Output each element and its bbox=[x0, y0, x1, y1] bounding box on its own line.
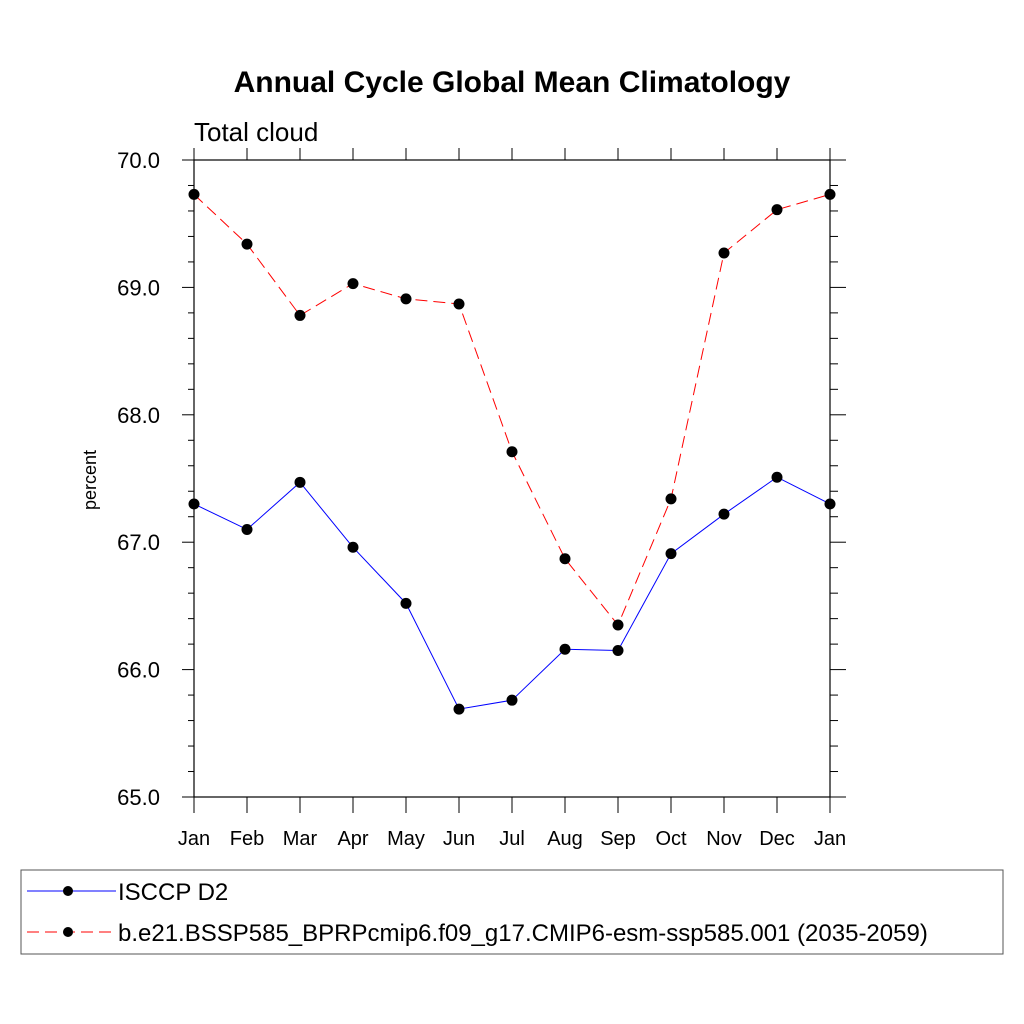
series-1-point bbox=[453, 298, 465, 310]
series-0-point bbox=[612, 644, 624, 656]
series-1-point bbox=[559, 553, 571, 565]
series-0-point bbox=[718, 508, 730, 520]
y-tick-label: 69.0 bbox=[117, 275, 160, 300]
series-line-0 bbox=[193, 476, 831, 710]
series-1-point bbox=[771, 204, 783, 216]
series-1-point bbox=[718, 247, 730, 259]
y-tick-label: 70.0 bbox=[117, 148, 160, 173]
x-tick-label: Nov bbox=[706, 828, 742, 850]
series-lines bbox=[188, 188, 836, 715]
axis-ticks bbox=[182, 148, 846, 813]
x-tick-label: Jan bbox=[814, 828, 846, 850]
x-tick-label: Jun bbox=[443, 828, 475, 850]
legend-label-model: b.e21.BSSP585_BPRPcmip6.f09_g17.CMIP6-es… bbox=[118, 920, 928, 947]
legend: ISCCP D2 b.e21.BSSP585_BPRPcmip6.f09_g17… bbox=[20, 869, 1004, 955]
legend-box bbox=[20, 869, 1004, 955]
series-0-point bbox=[824, 498, 836, 510]
series-0-point bbox=[559, 643, 571, 655]
legend-marker-isccp bbox=[63, 886, 73, 896]
y-tick-labels: 65.0 66.0 67.0 68.0 69.0 70.0 bbox=[117, 148, 160, 810]
series-0-point bbox=[347, 541, 359, 553]
y-tick-label: 65.0 bbox=[117, 785, 160, 810]
legend-marker-model bbox=[63, 927, 73, 937]
series-1-point bbox=[241, 238, 253, 250]
series-1-point bbox=[347, 278, 359, 290]
series-1-point bbox=[506, 446, 518, 458]
series-1-point bbox=[294, 309, 306, 321]
chart-title: Annual Cycle Global Mean Climatology bbox=[234, 66, 791, 99]
series-0-point bbox=[294, 476, 306, 488]
x-tick-label: May bbox=[387, 828, 425, 850]
y-tick-label: 66.0 bbox=[117, 658, 160, 683]
series-1-point bbox=[188, 188, 200, 200]
x-tick-label: Feb bbox=[230, 828, 264, 850]
x-tick-label: Jul bbox=[499, 828, 525, 850]
series-0-point bbox=[241, 523, 253, 535]
series-0-point bbox=[188, 498, 200, 510]
y-axis-label: percent bbox=[80, 450, 100, 510]
series-0-point bbox=[665, 548, 677, 560]
x-tick-label: Oct bbox=[655, 828, 687, 850]
series-line-1 bbox=[193, 193, 831, 626]
legend-label-isccp: ISCCP D2 bbox=[118, 879, 228, 906]
series-1-point bbox=[400, 293, 412, 305]
x-tick-label: Mar bbox=[283, 828, 318, 850]
series-0-point bbox=[453, 703, 465, 715]
y-tick-label: 67.0 bbox=[117, 530, 160, 555]
series-0-point bbox=[506, 694, 518, 706]
series-1-point bbox=[612, 619, 624, 631]
y-tick-label: 68.0 bbox=[117, 403, 160, 428]
x-tick-label: Sep bbox=[600, 828, 636, 850]
x-tick-label: Apr bbox=[337, 828, 368, 850]
x-tick-label: Dec bbox=[759, 828, 795, 850]
x-tick-labels: Jan Feb Mar Apr May Jun Jul Aug Sep Oct Nov Dec Jan bbox=[178, 828, 846, 850]
series-0-point bbox=[400, 597, 412, 609]
series-0-point bbox=[771, 471, 783, 483]
x-tick-label: Jan bbox=[178, 828, 210, 850]
x-tick-label: Aug bbox=[547, 828, 583, 850]
series-1-point bbox=[824, 188, 836, 200]
chart-subtitle: Total cloud bbox=[194, 117, 318, 147]
series-1-point bbox=[665, 493, 677, 505]
